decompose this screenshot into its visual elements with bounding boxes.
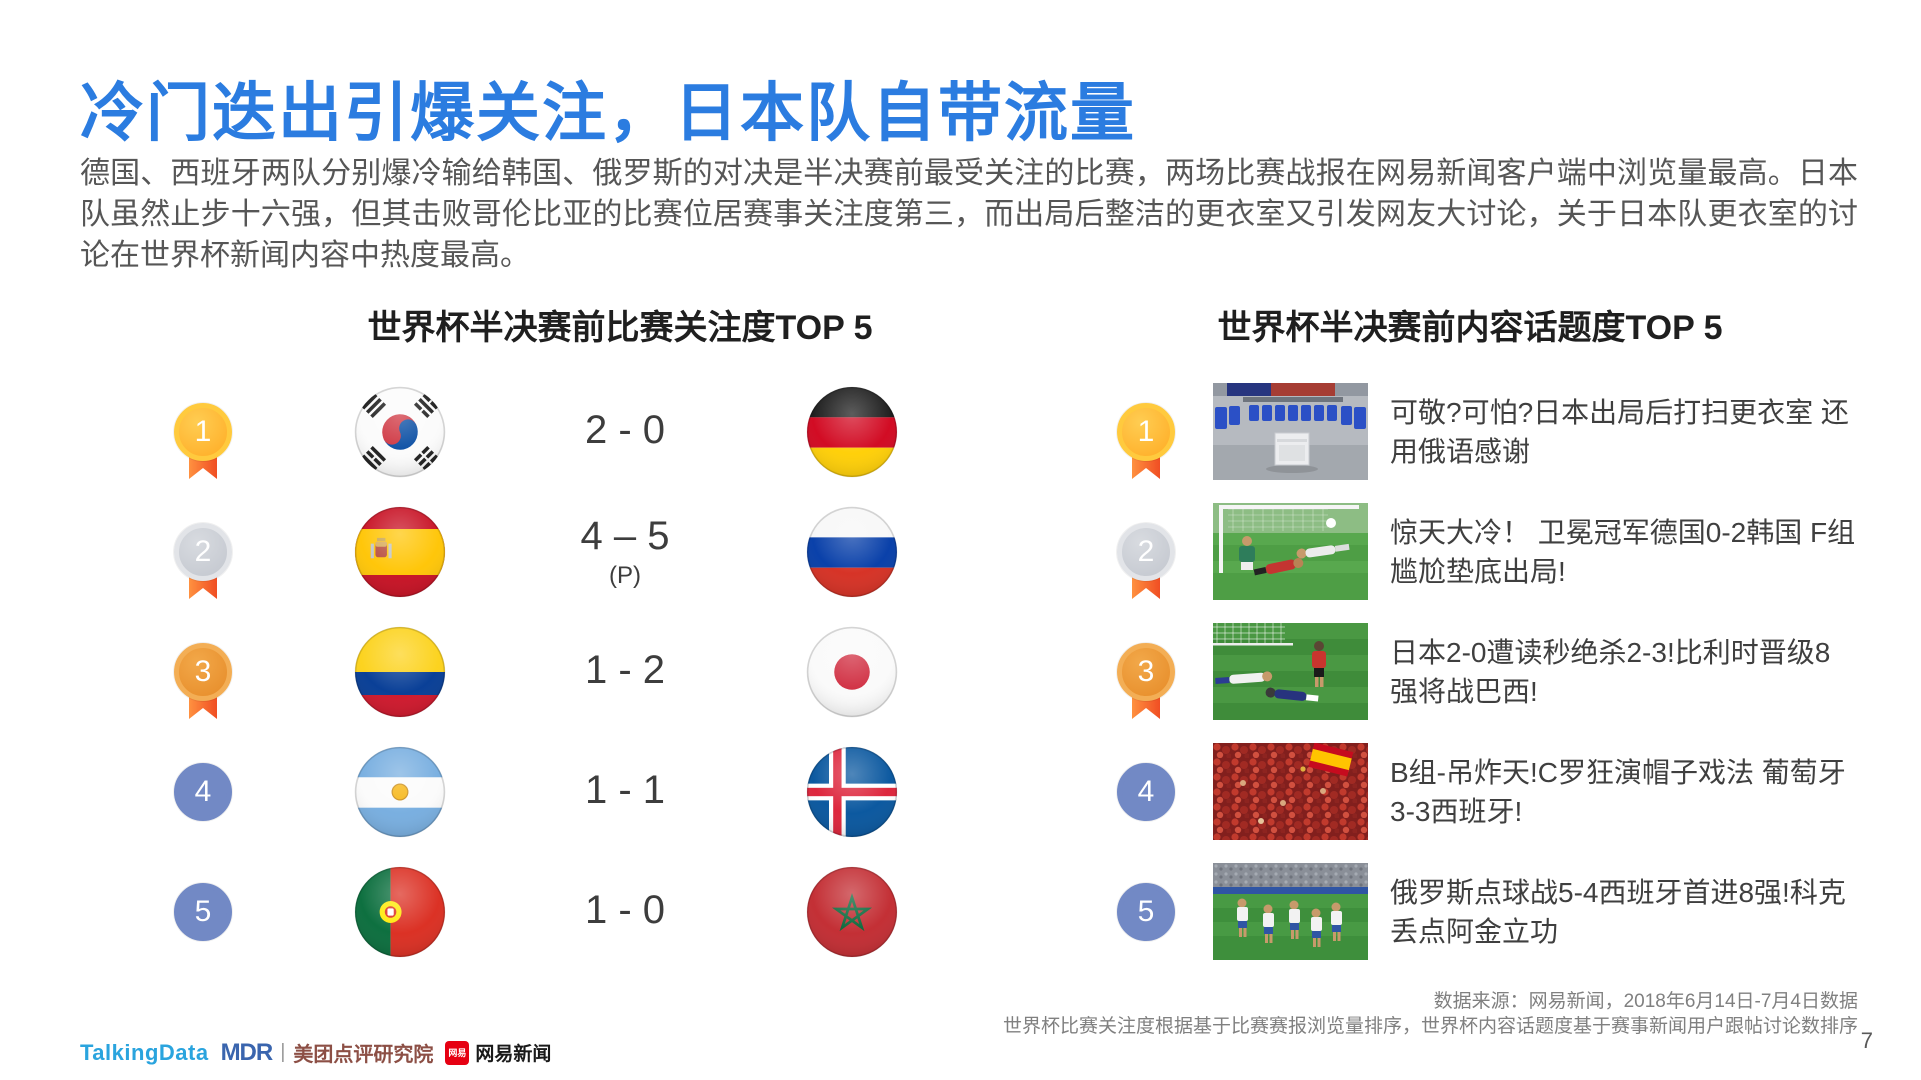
- footer-logos: TalkingData MDR | 美团点评研究院 网易 网易新闻: [80, 1038, 551, 1067]
- rank-number: 5: [1117, 883, 1175, 941]
- rank-3-medal: 3: [174, 643, 232, 719]
- rank-number: 1: [174, 403, 232, 461]
- thumbnail-spain-fans-crowd-photo: [1213, 743, 1368, 840]
- rank-1-medal: 1: [174, 403, 232, 479]
- netease-logo-icon: 网易: [445, 1040, 470, 1065]
- rank-number: 4: [174, 763, 232, 821]
- rank-number: 2: [174, 523, 232, 581]
- topic-rank-5-badge: 5: [1117, 883, 1175, 941]
- mdr-logo: MDR: [220, 1038, 274, 1066]
- rank-5-badge: 5: [174, 883, 232, 941]
- flag-portugal-icon: [354, 866, 446, 958]
- logo-divider: |: [280, 1041, 286, 1063]
- flag-south-korea-icon: [354, 386, 446, 478]
- rank-number: 3: [1117, 643, 1175, 701]
- flag-spain-icon: [354, 506, 446, 598]
- flag-morocco-icon: [806, 866, 898, 958]
- topic-rank-3-medal: 3: [1117, 643, 1175, 719]
- topic-headline: 惊天大冷！ 卫冕冠军德国0-2韩国 F组尴尬垫底出局!: [1390, 517, 1856, 587]
- score-value: 2 - 0: [584, 408, 666, 452]
- match-score: 4 – 5 (P): [520, 492, 730, 612]
- flag-iceland-icon: [806, 746, 898, 838]
- netease-news-logo: 网易新闻: [475, 1044, 552, 1065]
- match-score: 1 - 0: [520, 852, 730, 972]
- match-score: 1 - 1: [520, 732, 730, 852]
- ranking-row-4: 4 1 - 1: [0, 732, 1921, 852]
- rank-number: 5: [174, 883, 232, 941]
- data-source-line: 数据来源：网易新闻，2018年6月14日-7月4日数据: [1433, 991, 1858, 1012]
- score-value: 4 – 5: [580, 514, 670, 558]
- score-value: 1 - 0: [584, 888, 666, 932]
- page-title: 冷门迭出引爆关注，日本队自带流量: [80, 77, 1136, 149]
- flag-germany-icon: [806, 386, 898, 478]
- rank-2-medal: 2: [174, 523, 232, 599]
- meituan-dianping-research-logo: 美团点评研究院: [293, 1044, 434, 1066]
- ranking-row-3: 3 1 - 2 3: [0, 612, 1921, 732]
- topic-rank-4-badge: 4: [1117, 763, 1175, 821]
- rank-number: 4: [1117, 763, 1175, 821]
- methodology-line: 世界杯比赛关注度根据基于比赛赛报浏览量排序，世界杯内容话题度基于赛事新闻用户跟帖…: [1002, 1016, 1858, 1037]
- match-panel-header: 世界杯半决赛前比赛关注度TOP 5: [367, 309, 873, 347]
- topic-headline: 可敬?可怕?日本出局后打扫更衣室 还用俄语感谢: [1390, 397, 1849, 467]
- summary-paragraph: 德国、西班牙两队分别爆冷输给韩国、俄罗斯的对决是半决赛前最受关注的比赛，两场比赛…: [80, 157, 1858, 272]
- rank-4-badge: 4: [174, 763, 232, 821]
- flag-argentina-icon: [354, 746, 446, 838]
- ranking-row-5: 5 1 - 0: [0, 852, 1921, 972]
- thumbnail-germany-korea-goal-photo: [1213, 503, 1368, 600]
- score-note: (P): [609, 562, 641, 589]
- match-score: 2 - 0: [520, 372, 730, 492]
- thumbnail-russia-spain-celebration-photo: [1213, 863, 1368, 960]
- flag-colombia-icon: [354, 626, 446, 718]
- ranking-row-2: 2 4 – 5 (P): [0, 492, 1921, 612]
- topic-headline: B组-吊炸天!C罗狂演帽子戏法 葡萄牙3-3西班牙!: [1390, 757, 1846, 827]
- topic-headline: 日本2-0遭读秒绝杀2-3!比利时晋级8强将战巴西!: [1390, 637, 1831, 707]
- rank-number: 2: [1117, 523, 1175, 581]
- rank-number: 3: [174, 643, 232, 701]
- thumbnail-locker-room-photo: [1213, 383, 1368, 480]
- match-score: 1 - 2: [520, 612, 730, 732]
- topic-panel-header: 世界杯半决赛前内容话题度TOP 5: [1217, 309, 1723, 347]
- thumbnail-japan-belgium-match-photo: [1213, 623, 1368, 720]
- flag-japan-icon: [806, 626, 898, 718]
- score-value: 1 - 1: [584, 768, 666, 812]
- page-number: 7: [1860, 1028, 1873, 1053]
- topic-headline: 俄罗斯点球战5-4西班牙首进8强!科克丢点阿金立功: [1390, 877, 1846, 947]
- topic-rank-1-medal: 1: [1117, 403, 1175, 479]
- topic-rank-2-medal: 2: [1117, 523, 1175, 599]
- rank-number: 1: [1117, 403, 1175, 461]
- talkingdata-logo: TalkingData: [80, 1039, 209, 1065]
- ranking-row-1: 1 2: [0, 372, 1921, 492]
- flag-russia-icon: [806, 506, 898, 598]
- score-value: 1 - 2: [584, 648, 666, 692]
